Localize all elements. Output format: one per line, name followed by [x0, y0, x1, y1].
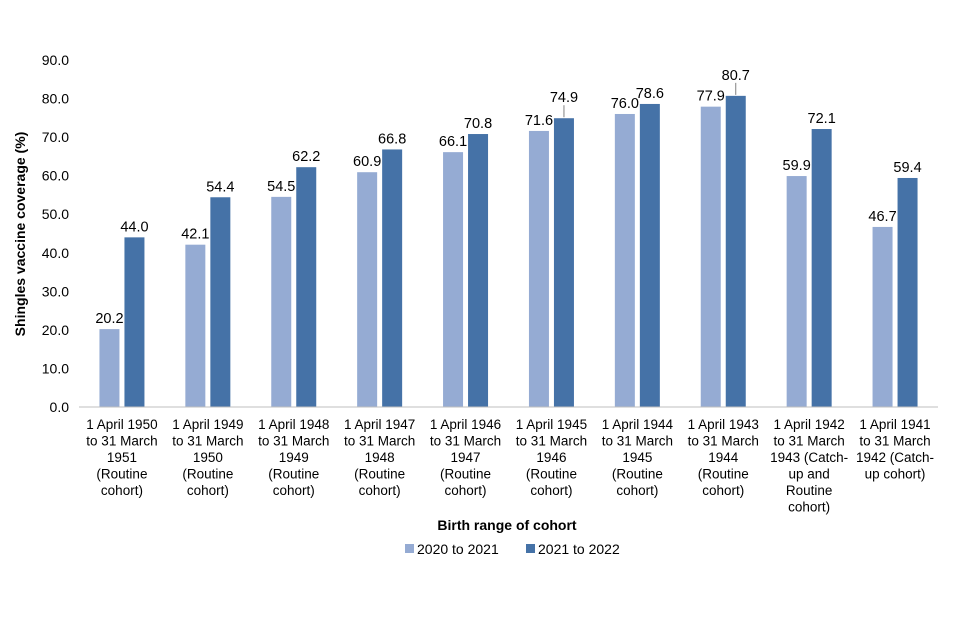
data-labels: 20.2 44.0 42.1 54.4 54.5 62.2 60.9 66.8 66.1 70.8…	[95, 68, 921, 327]
data-label: 20.2	[95, 311, 123, 327]
x-category-label: 1 April 1947 to 31 March 1948 (Routine cohor…	[344, 417, 415, 498]
bar-2021-2022	[382, 149, 403, 407]
bar-2021-2022	[124, 237, 145, 407]
y-tick-label: 10.0	[42, 360, 69, 376]
bars	[99, 95, 918, 408]
x-category-label: 1 April 1943 to 31 March 1944 (Routine cohor…	[688, 417, 759, 498]
data-label: 72.1	[808, 111, 836, 127]
data-label: 62.2	[292, 149, 320, 165]
data-label: 46.7	[868, 209, 896, 225]
data-label: 54.4	[206, 179, 234, 195]
x-category-label: 1 April 1942 to 31 March 1943 (Catch-up an…	[770, 417, 848, 515]
legend-swatch-2021-to-2022	[526, 544, 535, 553]
x-category-label: 1 April 1950 to 31 March 1951 (Routine cohor…	[86, 417, 157, 498]
data-label: 42.1	[181, 227, 209, 243]
y-tick-label: 60.0	[42, 168, 69, 184]
y-tick-label: 40.0	[42, 245, 69, 261]
bar-2020-2021	[99, 329, 120, 407]
legend-swatch-2020-to-2021	[405, 544, 414, 553]
x-category-label: 1 April 1941 to 31 March 1942 (Catch-up co…	[856, 417, 934, 482]
bar-2020-2021	[786, 176, 807, 407]
x-axis-title: Birth range of cohort	[437, 517, 577, 533]
y-tick-label: 70.0	[42, 129, 69, 145]
bar-2020-2021	[443, 152, 464, 407]
bar-2021-2022	[725, 95, 746, 408]
data-label: 66.1	[439, 134, 467, 150]
bar-2020-2021	[271, 196, 292, 407]
data-label: 44.0	[120, 219, 148, 235]
data-label: 54.5	[267, 179, 295, 195]
data-label: 60.9	[353, 154, 381, 170]
bar-2021-2022	[553, 118, 574, 408]
bar-2021-2022	[296, 167, 317, 407]
x-axis: 1 April 1950 to 31 March 1951 (Routine cohor…	[79, 406, 938, 515]
x-category-label: 1 April 1949 to 31 March 1950 (Routine cohor…	[172, 417, 243, 498]
x-category-label: 1 April 1944 to 31 March 1945 (Routine cohor…	[602, 417, 674, 498]
bar-2020-2021	[700, 106, 721, 407]
bar-2021-2022	[639, 103, 660, 407]
bar-2020-2021	[185, 244, 206, 407]
legend: 2020 to 2021 2021 to 2022	[405, 541, 620, 557]
legend-label-2021-to-2022: 2021 to 2022	[538, 541, 620, 557]
y-tick-label: 90.0	[42, 52, 69, 68]
data-label: 59.4	[893, 160, 921, 176]
data-label: 77.9	[697, 89, 725, 105]
y-tick-label: 20.0	[42, 322, 69, 338]
bar-2021-2022	[897, 177, 918, 407]
bar-2021-2022	[468, 134, 489, 407]
y-tick-label: 30.0	[42, 283, 69, 299]
x-category-label: 1 April 1946 to 31 March 1947 (Routine cohor…	[430, 417, 501, 498]
data-label: 76.0	[611, 96, 639, 112]
legend-label-2020-to-2021: 2020 to 2021	[417, 541, 499, 557]
bar-2020-2021	[872, 226, 893, 407]
bar-2020-2021	[614, 113, 635, 407]
bar-2020-2021	[357, 172, 378, 407]
data-label: 80.7	[722, 68, 750, 84]
bar-2021-2022	[811, 129, 832, 407]
y-tick-label: 0.0	[50, 399, 70, 415]
y-axis-title: Shingles vaccine coverage (%)	[12, 132, 28, 337]
data-label: 59.9	[783, 158, 811, 174]
bar-2021-2022	[210, 197, 231, 407]
bar-2020-2021	[528, 130, 549, 408]
y-tick-label: 80.0	[42, 91, 69, 107]
data-label: 70.8	[464, 116, 492, 132]
data-label: 66.8	[378, 131, 406, 147]
x-category-label: 1 April 1945 to 31 March 1946 (Routine cohor…	[516, 417, 587, 498]
data-label: 71.6	[525, 113, 553, 129]
y-axis: 0.0 10.0 20.0 30.0 40.0 50.0 60.0 70.0 80.0 90.0	[42, 52, 69, 415]
x-category-label: 1 April 1948 to 31 March 1949 (Routine cohor…	[258, 417, 329, 498]
y-tick-label: 50.0	[42, 206, 69, 222]
data-label: 78.6	[636, 86, 664, 102]
data-label: 74.9	[550, 90, 578, 106]
